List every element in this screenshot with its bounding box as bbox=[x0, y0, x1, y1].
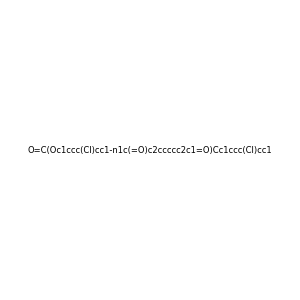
Text: O=C(Oc1ccc(Cl)cc1-n1c(=O)c2ccccc2c1=O)Cc1ccc(Cl)cc1: O=C(Oc1ccc(Cl)cc1-n1c(=O)c2ccccc2c1=O)Cc… bbox=[28, 146, 272, 154]
